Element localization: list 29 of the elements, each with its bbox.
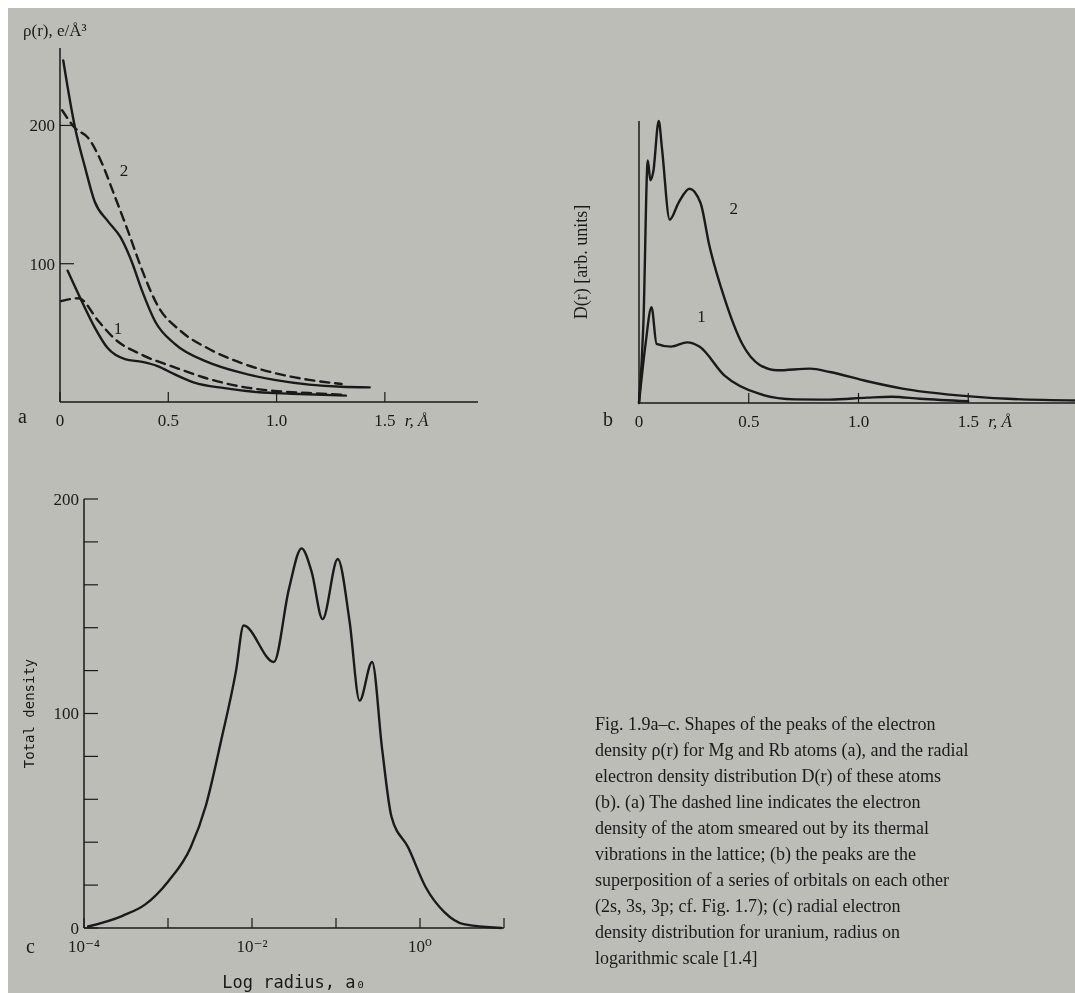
x-tick-label: 10⁰ <box>408 937 433 956</box>
x-axis-title: r, Å <box>988 412 1013 431</box>
x-tick-label: 1.5 <box>374 411 396 430</box>
series-label: 2 <box>729 198 738 218</box>
text: c <box>26 935 35 957</box>
x-tick-label: 10⁻² <box>236 937 268 956</box>
y-tick-label: 200 <box>29 116 55 136</box>
series-label: 1 <box>697 307 706 327</box>
x-tick-label: 1.5 <box>957 412 979 431</box>
y-axis-title: ρ(r), e/Å³ <box>23 21 87 40</box>
y-tick-label: 100 <box>53 704 79 724</box>
x-axis-title: r, Å <box>404 411 430 430</box>
x-tick-label: 10⁻⁴ <box>68 937 101 956</box>
x-axis-title: Log radius, a₀ <box>222 972 366 992</box>
x-tick-label: 0.5 <box>738 412 760 431</box>
y-tick-label: 100 <box>29 254 55 274</box>
y-axis-title: D(r) [arb. units] <box>571 204 592 320</box>
x-tick-label: 0.5 <box>157 411 179 430</box>
text: a <box>18 405 27 427</box>
y-axis-title: Total density <box>21 658 37 769</box>
series-label: 1 <box>113 319 123 339</box>
x-tick-label: 1.0 <box>847 412 870 431</box>
x-tick-label: 0 <box>634 412 644 431</box>
text: Fig. 1.9a–c. Shapes of the peaks of the electron density ρ(r) for Mg and Rb atoms (a), and the radial electron density distribution D(r) of these atoms (b). (a) The dashed line indicates the electron density of the atom smeared out by its thermal vibrations in the lattice; (b) the peaks are the superposition of a series of orbitals on each other (2s, 3s, 3p; cf. Fig. 1.7); (c) radial electron density distribution for uranium, radius on logarithmic scale [1.4] <box>595 714 969 968</box>
x-tick-label: 1.0 <box>265 411 288 430</box>
y-tick-label: 200 <box>53 489 79 509</box>
y-tick-label: 0 <box>70 918 79 938</box>
series-label: 2 <box>119 161 129 181</box>
text: b <box>603 408 613 430</box>
